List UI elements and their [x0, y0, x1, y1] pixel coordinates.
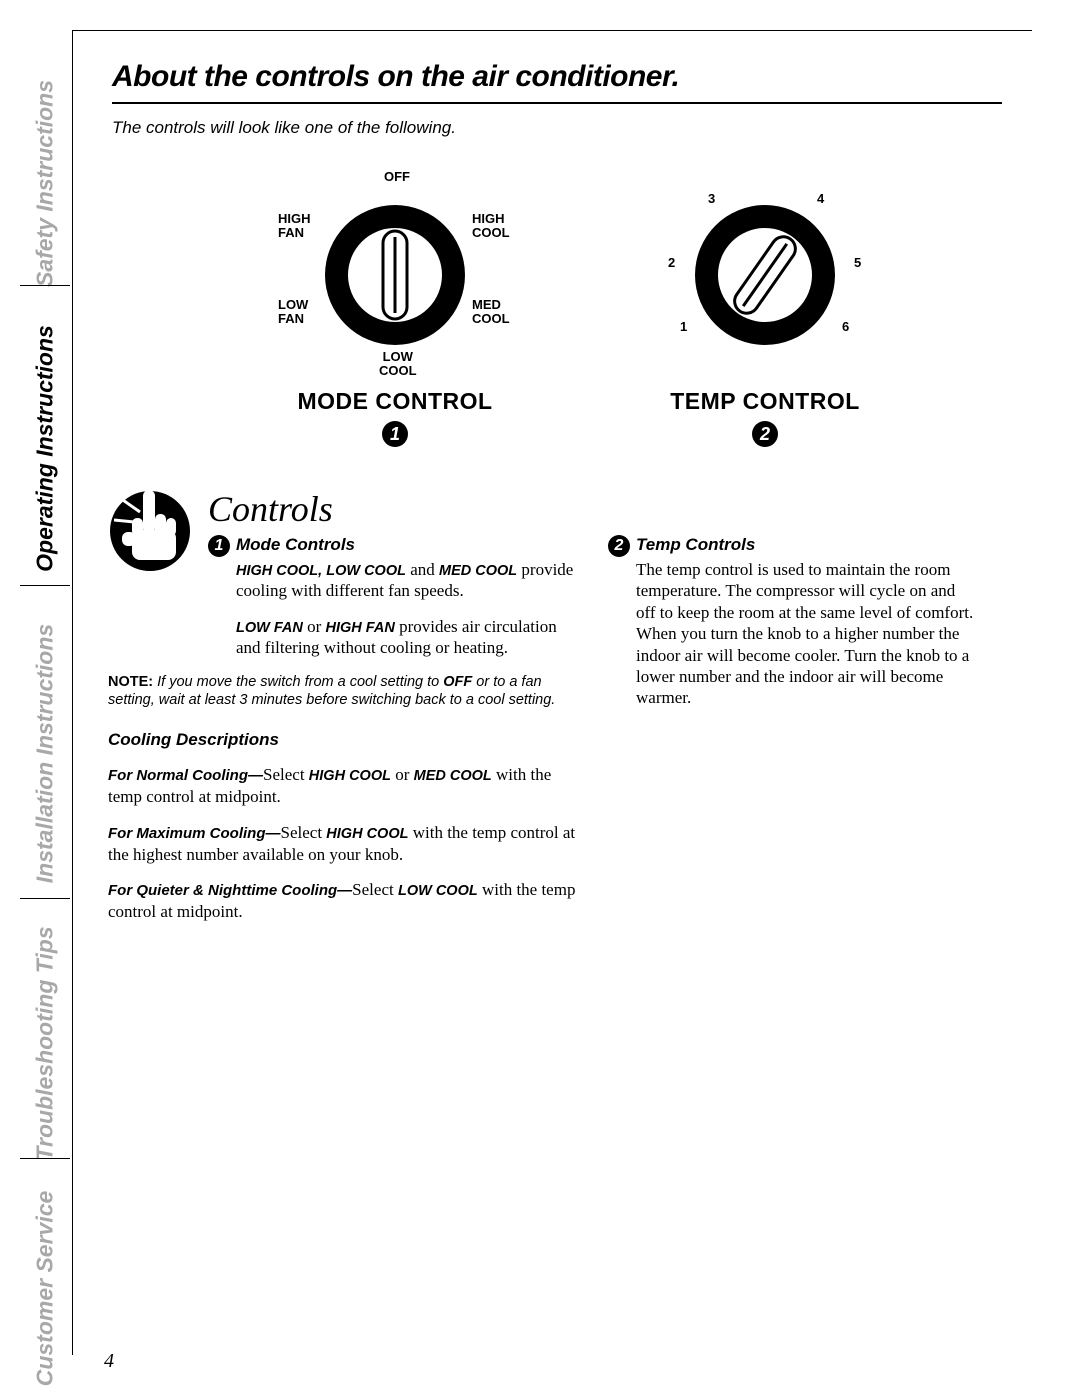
controls-heading: Controls: [208, 488, 333, 530]
sidebar-divider-1: [20, 585, 70, 586]
mode-label-high-cool: HIGHCOOL: [472, 212, 510, 240]
cooling-normal: For Normal Cooling—Select HIGH COOL or M…: [108, 764, 578, 807]
temp-dial-panel: 1 2 3 4 5 6 TEMP CONTROL 2: [620, 170, 910, 447]
mode-section-badge: 1: [208, 535, 230, 557]
page-title: About the controls on the air conditione…: [112, 60, 1012, 94]
mode-controls-column: 1 Mode Controls HIGH COOL, LOW COOL and …: [208, 535, 578, 922]
temp-label-5: 5: [854, 256, 861, 270]
content-area: About the controls on the air conditione…: [112, 60, 1012, 138]
intro-text: The controls will look like one of the f…: [112, 118, 1012, 138]
mode-label-off: OFF: [384, 170, 410, 184]
title-rule: [112, 102, 1002, 104]
mode-note: NOTE: If you move the switch from a cool…: [108, 673, 578, 711]
mode-dial-panel: OFF HIGHFAN HIGHCOOL LOWFAN MEDCOOL LOWC…: [250, 170, 540, 447]
mode-p2: LOW FAN or HIGH FAN provides air circula…: [236, 616, 578, 659]
temp-label-3: 3: [708, 192, 715, 206]
sidebar-divider-3: [20, 1158, 70, 1159]
temp-label-1: 1: [680, 320, 687, 334]
sidebar-divider-0: [20, 285, 70, 286]
temp-dial-icon: [620, 170, 910, 380]
temp-body: The temp control is used to maintain the…: [636, 559, 978, 709]
mode-controls-heading: Mode Controls: [236, 535, 578, 555]
sidebar-tab-0[interactable]: Safety Instructions: [32, 80, 59, 287]
cooling-quiet: For Quieter & Nighttime Cooling—Select L…: [108, 879, 578, 922]
temp-controls-heading: Temp Controls: [636, 535, 978, 555]
control-diagrams: OFF HIGHFAN HIGHCOOL LOWFAN MEDCOOL LOWC…: [250, 170, 990, 480]
mode-badge: 1: [382, 421, 408, 447]
sidebar-tab-1[interactable]: Operating Instructions: [32, 325, 59, 572]
cooling-desc-heading: Cooling Descriptions: [108, 730, 578, 750]
temp-section-badge: 2: [608, 535, 630, 557]
sidebar-tab-2[interactable]: Installation Instructions: [32, 624, 59, 883]
sidebar-divider-2: [20, 898, 70, 899]
mode-p1: HIGH COOL, LOW COOL and MED COOL provide…: [236, 559, 578, 602]
temp-badge: 2: [752, 421, 778, 447]
temp-label-6: 6: [842, 320, 849, 334]
temp-label-4: 4: [817, 192, 824, 206]
cooling-max: For Maximum Cooling—Select HIGH COOL wit…: [108, 822, 578, 865]
page-number: 4: [104, 1350, 114, 1373]
mode-label-low-fan: LOWFAN: [278, 298, 308, 326]
sidebar-tab-3[interactable]: Troubleshooting Tips: [32, 926, 59, 1160]
mode-label-med-cool: MEDCOOL: [472, 298, 510, 326]
mode-label-low-cool: LOWCOOL: [379, 350, 417, 378]
sidebar-tabs: Safety Instructions Operating Instruction…: [28, 40, 62, 1180]
pointer-hand-icon: [108, 480, 192, 582]
temp-dial-caption: TEMP CONTROL: [620, 388, 910, 415]
mode-label-high-fan: HIGHFAN: [278, 212, 311, 240]
temp-controls-column: 2 Temp Controls The temp control is used…: [608, 535, 978, 922]
sidebar-tab-4[interactable]: Customer Service: [32, 1191, 59, 1387]
mode-dial-caption: MODE CONTROL: [250, 388, 540, 415]
temp-label-2: 2: [668, 256, 675, 270]
